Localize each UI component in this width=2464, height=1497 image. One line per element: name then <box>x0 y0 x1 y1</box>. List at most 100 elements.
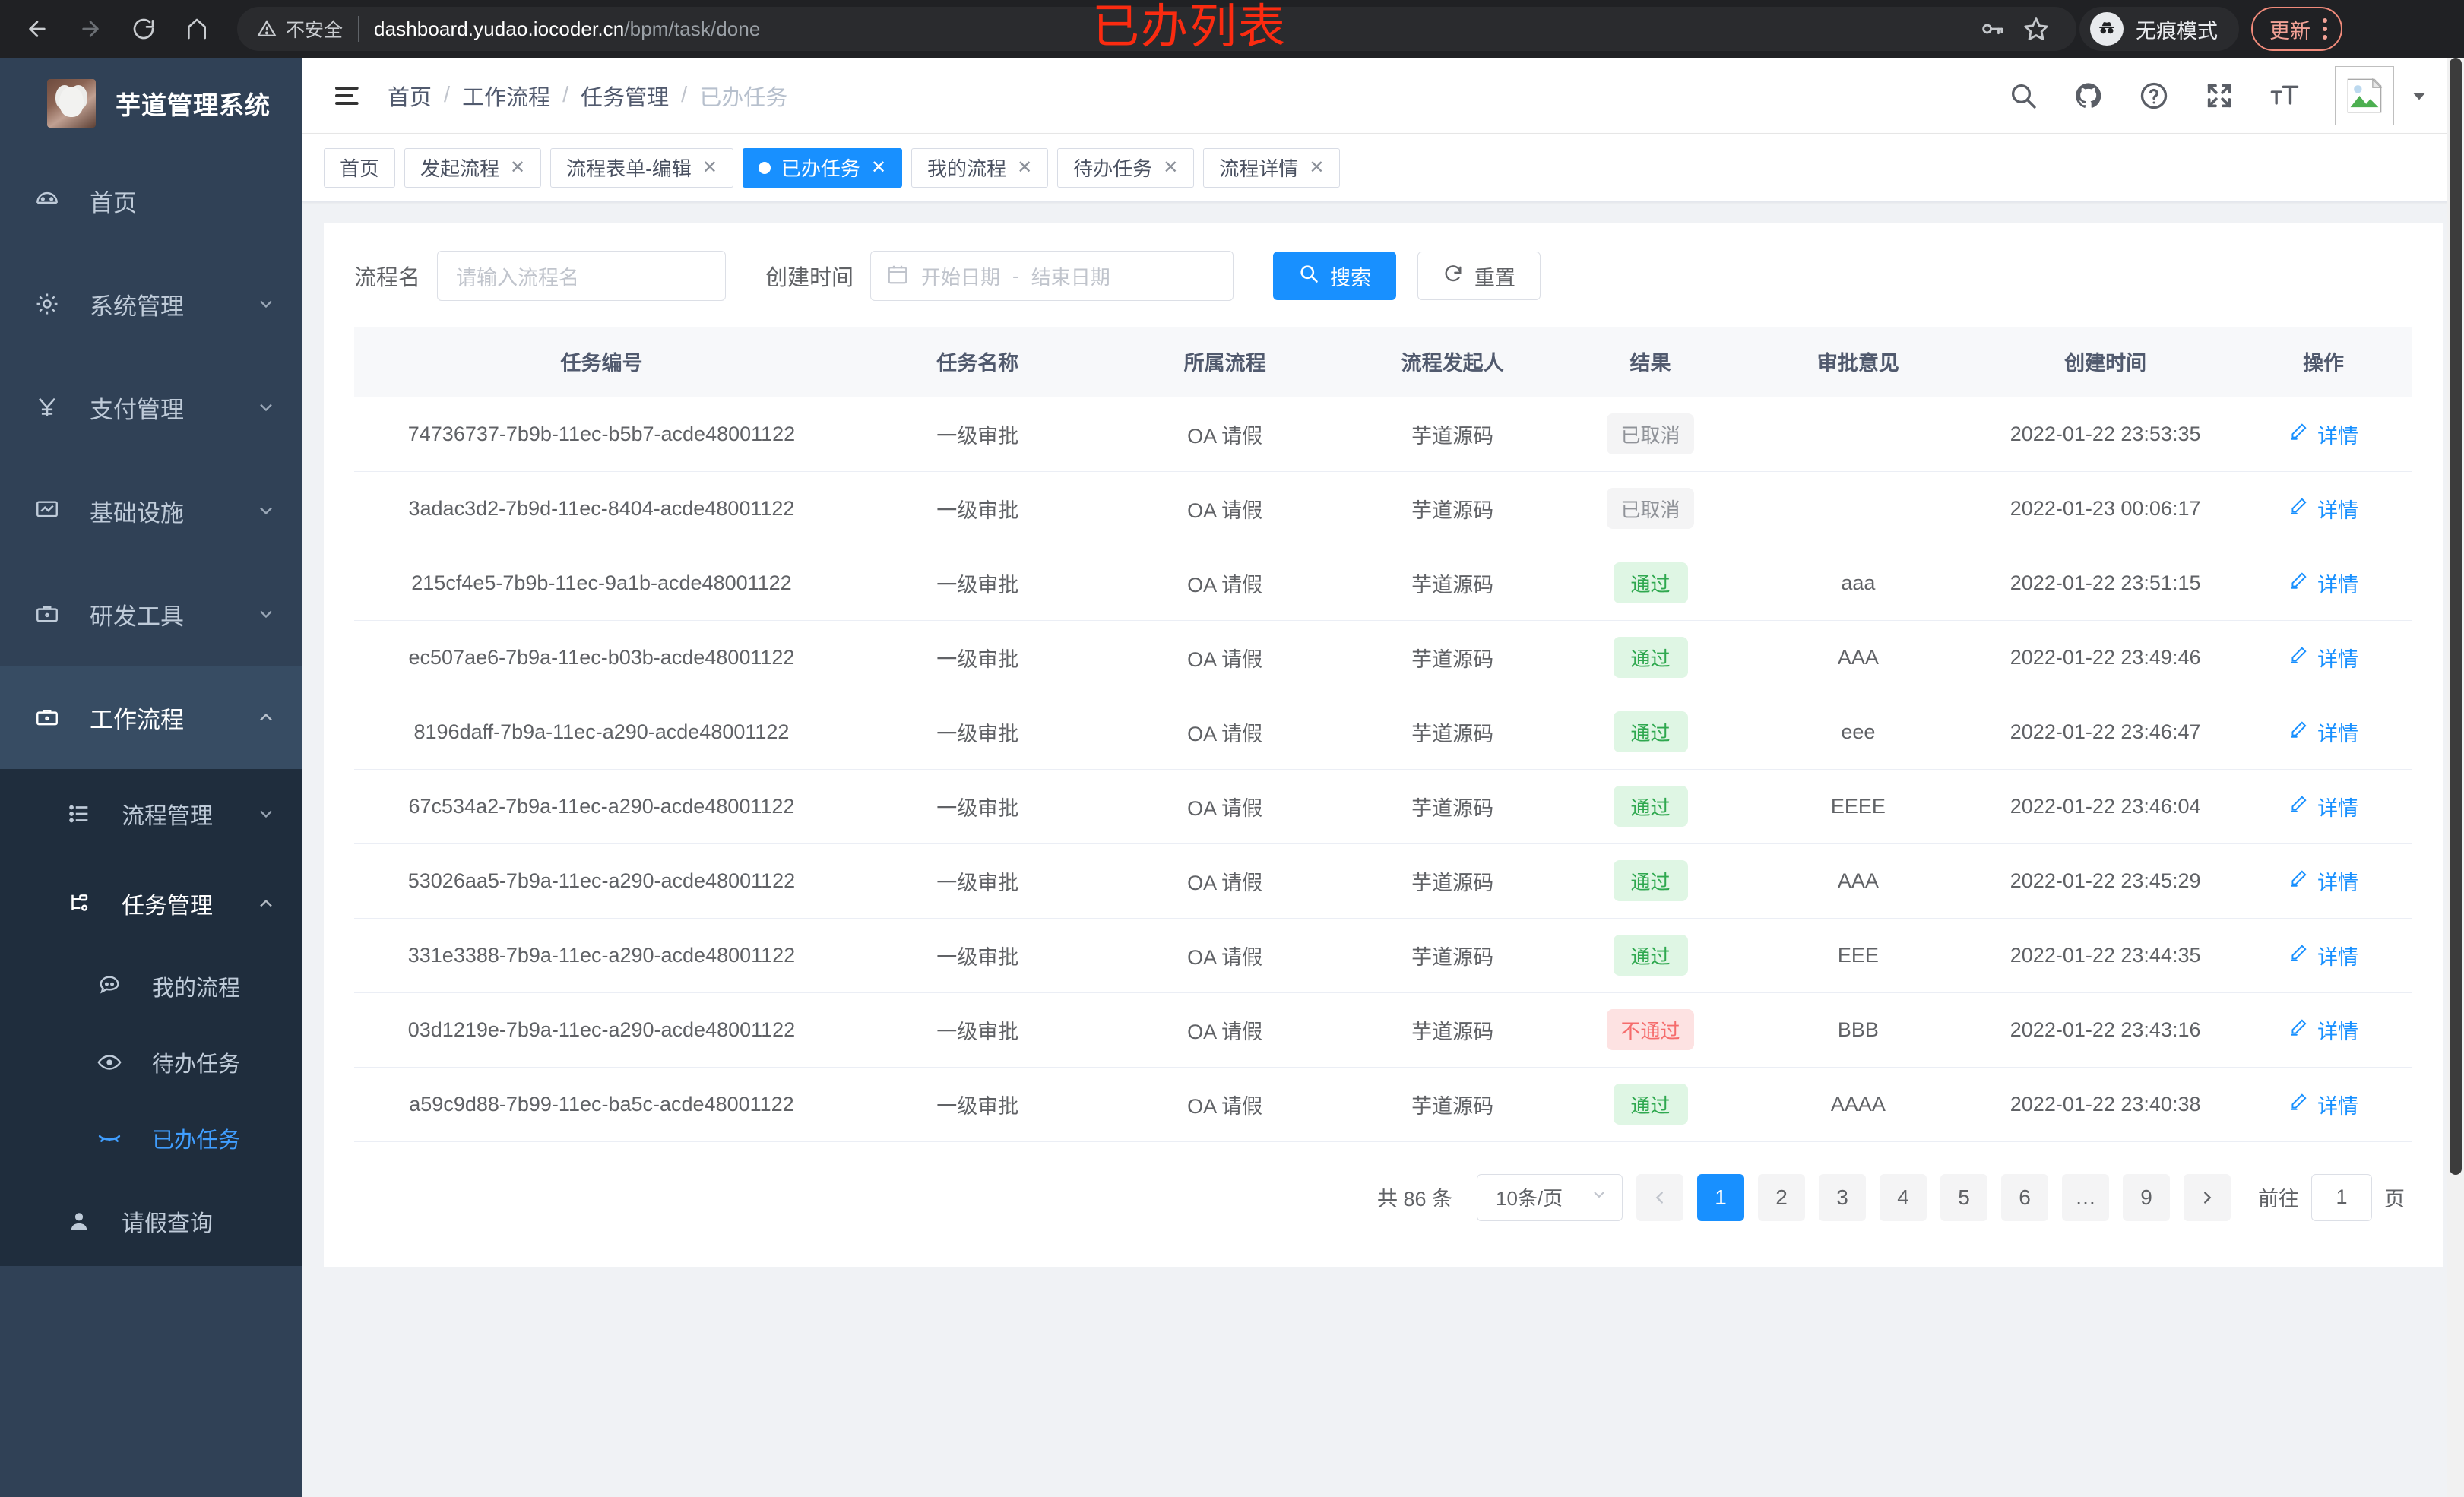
detail-button[interactable]: 详情 <box>2288 568 2358 598</box>
cell-result: 通过 <box>1561 918 1740 993</box>
reload-icon[interactable] <box>120 5 167 52</box>
chrome-menu-icon[interactable] <box>2323 18 2327 40</box>
search-button[interactable]: 搜索 <box>1273 252 1397 300</box>
tab-close-icon[interactable]: ✕ <box>1163 157 1179 178</box>
page-button-4[interactable]: 4 <box>1880 1173 1927 1221</box>
page-button-1[interactable]: 1 <box>1697 1173 1744 1221</box>
page-button-2[interactable]: 2 <box>1758 1173 1805 1221</box>
process-name-label: 流程名 <box>354 266 421 290</box>
tab-done-tasks[interactable]: 已办任务 ✕ <box>742 147 903 188</box>
help-icon[interactable] <box>2139 81 2169 111</box>
tab-todo-tasks[interactable]: 待办任务 ✕ <box>1057 147 1195 188</box>
detail-button[interactable]: 详情 <box>2288 941 2358 970</box>
eye-icon <box>88 1049 131 1075</box>
content-area: 流程名 请输入流程名 创建时间 开始日期 - 结束日期 搜索 <box>302 202 2464 1267</box>
home-icon[interactable] <box>173 5 220 52</box>
detail-button[interactable]: 详情 <box>2288 643 2358 673</box>
search-icon[interactable] <box>2008 81 2038 111</box>
chevron-down-icon <box>255 500 277 521</box>
page-button-5[interactable]: 5 <box>1940 1173 1987 1221</box>
chevron-down-icon <box>255 293 277 315</box>
reset-button[interactable]: 重置 <box>1417 252 1541 300</box>
edit-pencil-icon <box>2288 720 2308 745</box>
sidebar-item-todo-tasks[interactable]: 待办任务 <box>0 1024 302 1100</box>
edit-pencil-icon <box>2288 869 2308 894</box>
page-scrollbar[interactable] <box>2447 58 2464 1497</box>
fullscreen-icon[interactable] <box>2204 81 2234 111</box>
cell-task-name: 一级审批 <box>848 397 1107 472</box>
detail-button[interactable]: 详情 <box>2288 419 2358 449</box>
detail-button[interactable]: 详情 <box>2288 792 2358 821</box>
tab-close-icon[interactable]: ✕ <box>510 157 526 178</box>
password-key-icon[interactable] <box>1979 16 2005 42</box>
sidebar-item-system[interactable]: 系统管理 <box>0 252 302 356</box>
jump-page-input[interactable]: 1 <box>2311 1173 2372 1221</box>
tab-close-icon[interactable]: ✕ <box>702 157 717 178</box>
create-time-range-picker[interactable]: 开始日期 - 结束日期 <box>870 251 1234 301</box>
detail-button[interactable]: 详情 <box>2288 866 2358 896</box>
page-ellipsis[interactable]: … <box>2062 1173 2109 1221</box>
back-icon[interactable] <box>14 5 61 52</box>
chevron-down-icon <box>255 397 277 418</box>
sidebar-item-payment[interactable]: 支付管理 <box>0 356 302 459</box>
sidebar-item-devtools[interactable]: 研发工具 <box>0 562 302 666</box>
prev-page-button[interactable] <box>1636 1173 1683 1221</box>
sidebar-item-workflow[interactable]: 工作流程 <box>0 666 302 769</box>
user-menu-chevron-down-icon[interactable] <box>2409 86 2429 106</box>
not-secure-indicator[interactable]: 不安全 <box>257 15 343 43</box>
cell-initiator: 芋道源码 <box>1343 620 1562 695</box>
page-button-9[interactable]: 9 <box>2123 1173 2170 1221</box>
detail-label: 详情 <box>2317 498 2359 522</box>
cell-process: OA 请假 <box>1106 843 1344 919</box>
scrollbar-thumb[interactable] <box>2450 58 2462 1175</box>
detail-button[interactable]: 详情 <box>2288 1015 2358 1045</box>
table-body: 74736737-7b9b-11ec-b5b7-acde48001122 一级审批… <box>354 397 2412 1142</box>
bookmark-star-icon[interactable] <box>2023 16 2049 42</box>
tab-label: 我的流程 <box>927 157 1007 180</box>
tab-close-icon[interactable]: ✕ <box>1309 157 1325 178</box>
page-button-6[interactable]: 6 <box>2001 1173 2048 1221</box>
detail-button[interactable]: 详情 <box>2288 494 2358 524</box>
breadcrumb-item-2[interactable]: 任务管理 <box>581 85 670 110</box>
table-row: 53026aa5-7b9a-11ec-a290-acde48001122 一级审批… <box>354 843 2412 919</box>
avatar[interactable] <box>2335 65 2394 125</box>
sidebar-item-leave-query[interactable]: 请假查询 <box>0 1176 302 1266</box>
tab-close-icon[interactable]: ✕ <box>1017 157 1033 178</box>
breadcrumb-item-0[interactable]: 首页 <box>388 85 432 110</box>
incognito-indicator[interactable]: 无痕模式 <box>2079 7 2239 51</box>
active-tab-dot-icon <box>758 161 771 174</box>
sidebar-item-my-process[interactable]: 我的流程 <box>0 948 302 1024</box>
tab-close-icon[interactable]: ✕ <box>870 157 887 178</box>
sidebar-item-home[interactable]: 首页 <box>0 149 302 252</box>
hamburger-menu-icon[interactable] <box>333 81 363 111</box>
sidebar-item-task-mgmt[interactable]: 任务管理 <box>0 859 302 948</box>
address-bar[interactable]: 不安全 dashboard.yudao.iocoder.cn/bpm/task/… <box>237 7 2076 51</box>
cell-process: OA 请假 <box>1106 1067 1344 1142</box>
tab-process-detail[interactable]: 流程详情 ✕ <box>1203 147 1341 188</box>
cell-task-name: 一级审批 <box>848 620 1107 695</box>
sidebar-item-infrastructure[interactable]: 基础设施 <box>0 459 302 562</box>
tab-home[interactable]: 首页 <box>324 147 396 188</box>
sidebar-item-process-mgmt[interactable]: 流程管理 <box>0 769 302 859</box>
breadcrumb-item-3: 已办任务 <box>699 85 788 110</box>
update-button[interactable]: 更新 <box>2251 7 2342 51</box>
tab-start-process[interactable]: 发起流程 ✕ <box>404 147 542 188</box>
col-result: 结果 <box>1561 327 1740 397</box>
breadcrumb-item-1[interactable]: 工作流程 <box>462 85 551 110</box>
page-size-select[interactable]: 10条/页 <box>1477 1173 1623 1221</box>
github-icon[interactable] <box>2073 81 2104 111</box>
brand[interactable]: 芋道管理系统 <box>0 58 302 149</box>
detail-button[interactable]: 详情 <box>2288 1090 2358 1119</box>
page-button-3[interactable]: 3 <box>1819 1173 1866 1221</box>
detail-button[interactable]: 详情 <box>2288 717 2358 747</box>
forward-icon[interactable] <box>67 5 114 52</box>
jump-suffix-label: 页 <box>2384 1188 2405 1211</box>
sidebar-item-done-tasks[interactable]: 已办任务 <box>0 1100 302 1176</box>
tab-my-process[interactable]: 我的流程 ✕ <box>911 147 1049 188</box>
workflow-submenu: 流程管理 任务管理 我的流程 待办任务 已办任务 <box>0 769 302 1266</box>
cell-operation: 详情 <box>2234 546 2412 621</box>
tab-process-form-edit[interactable]: 流程表单-编辑 ✕ <box>550 147 733 188</box>
process-name-input[interactable]: 请输入流程名 <box>437 251 727 301</box>
font-size-icon[interactable] <box>2269 81 2300 111</box>
next-page-button[interactable] <box>2184 1173 2231 1221</box>
